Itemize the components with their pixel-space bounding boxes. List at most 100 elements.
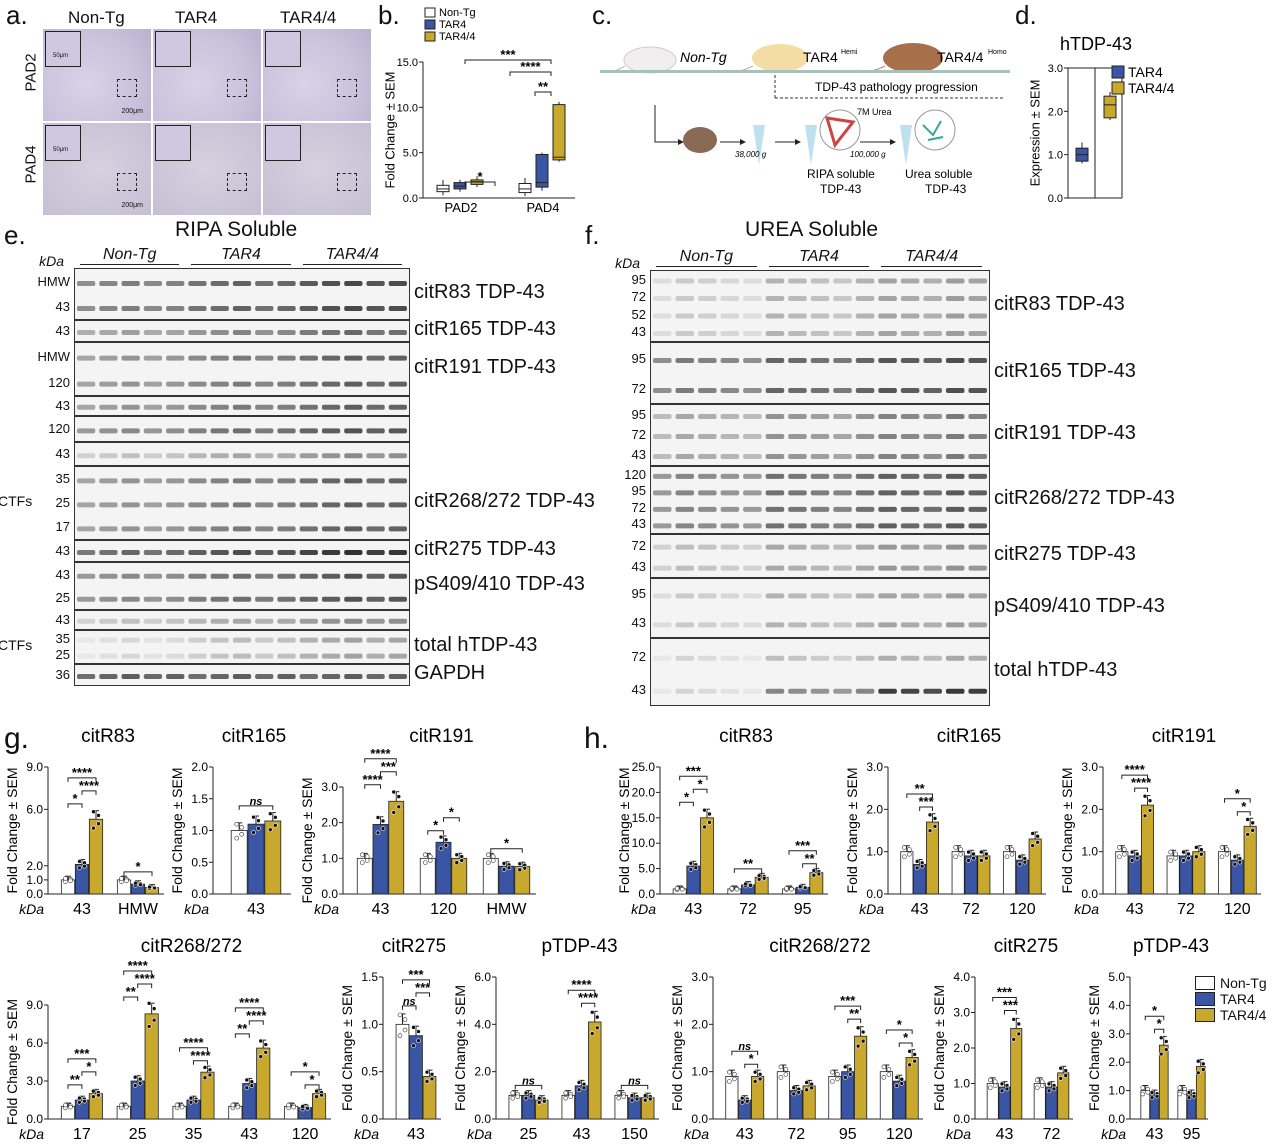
data-point: [239, 832, 244, 837]
band: [277, 478, 296, 484]
band: [698, 434, 717, 439]
band: [277, 281, 296, 286]
data-point: [1191, 1094, 1197, 1099]
data-point: [523, 1090, 529, 1096]
x-tick-label: 25: [520, 1126, 538, 1143]
data-point: [796, 1090, 802, 1095]
data-point: [842, 1075, 848, 1080]
data-point: [1129, 858, 1135, 863]
band: [833, 358, 852, 363]
band: [788, 331, 807, 336]
data-point: [359, 852, 365, 858]
blot-group-label: TAR4/4: [905, 248, 959, 265]
x-tick-label: 72: [739, 901, 757, 918]
significance-label: *: [1157, 1016, 1163, 1031]
band: [855, 296, 875, 301]
band: [299, 596, 318, 602]
data-point: [907, 1062, 912, 1068]
group-line: [191, 264, 291, 265]
data-point: [727, 1069, 732, 1075]
data-point: [1186, 855, 1191, 861]
data-point: [133, 880, 138, 886]
band: [366, 526, 385, 532]
data-point: [842, 1064, 848, 1070]
band: [210, 502, 229, 508]
data-point: [1181, 849, 1186, 855]
band: [833, 655, 852, 661]
band: [77, 550, 96, 555]
data-point: [375, 830, 381, 836]
band: [366, 653, 385, 659]
band: [255, 550, 274, 555]
data-point: [1030, 843, 1035, 848]
micrograph: [152, 122, 262, 216]
band: [99, 428, 118, 434]
x-axis-label: kDa: [684, 1126, 709, 1142]
band: [366, 330, 385, 335]
band: [833, 296, 852, 301]
data-point: [1035, 839, 1040, 845]
band: [210, 330, 229, 335]
band: [743, 523, 762, 529]
band: [99, 404, 118, 410]
band: [945, 523, 965, 529]
band: [344, 502, 363, 508]
band: [210, 674, 229, 679]
band: [743, 331, 762, 336]
band: [143, 653, 163, 659]
bar-tar4-4: [1010, 1028, 1023, 1120]
band: [923, 490, 942, 496]
blot-strip: [74, 664, 410, 686]
blot-antibody-label: total hTDP-43: [414, 634, 538, 656]
band: [743, 388, 762, 393]
band: [388, 478, 407, 484]
band: [366, 596, 385, 602]
progression-label: TDP-43 pathology progression: [815, 80, 978, 94]
band: [210, 281, 229, 286]
marker-label: 43: [55, 397, 70, 413]
data-point: [1134, 851, 1140, 857]
band: [77, 637, 96, 643]
x-tick-label: 120: [292, 1126, 319, 1143]
band: [188, 428, 207, 434]
band: [765, 622, 785, 628]
band: [321, 526, 341, 532]
band: [765, 544, 785, 550]
band: [344, 330, 363, 335]
band: [855, 388, 875, 393]
band: [77, 596, 96, 602]
data-point: [642, 1097, 648, 1103]
significance-bracket: [514, 1084, 543, 1090]
data-point: [693, 865, 699, 871]
band: [810, 655, 830, 661]
band: [99, 618, 118, 624]
marker-label: 43: [631, 324, 646, 339]
band: [99, 453, 118, 459]
micrograph-inset: [45, 31, 81, 67]
significance-bracket: [81, 790, 97, 795]
band: [121, 596, 140, 602]
significance-bracket: [304, 1084, 320, 1089]
band: [366, 618, 385, 624]
data-point: [987, 1085, 993, 1091]
band: [210, 453, 229, 459]
y-axis-label: Fold Change ± SEM: [931, 985, 947, 1111]
data-point: [541, 1098, 547, 1104]
tube-icon: [753, 125, 765, 165]
band: [166, 502, 185, 508]
band: [968, 622, 987, 628]
band: [388, 330, 407, 335]
chart-g-citR268-272: citR268/272 0.0 3.0 6.0 9.0 Fold Change ± SEM…: [4, 936, 331, 1143]
band: [188, 453, 207, 459]
data-point: [147, 884, 152, 890]
data-point: [207, 1067, 213, 1073]
band: [923, 565, 942, 571]
band: [878, 414, 897, 419]
significance-label: ns: [628, 1075, 641, 1087]
band: [188, 526, 207, 532]
data-point: [847, 1072, 853, 1077]
data-point: [784, 886, 789, 891]
band: [945, 506, 965, 512]
band: [143, 306, 163, 311]
band: [900, 331, 920, 336]
